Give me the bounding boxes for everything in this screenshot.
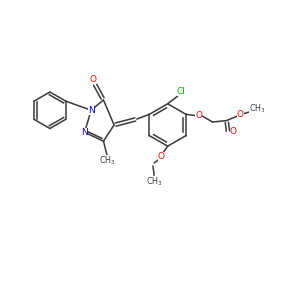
Text: O: O [230, 127, 237, 136]
Text: Cl: Cl [177, 87, 186, 96]
Text: N: N [88, 106, 94, 115]
Text: O: O [237, 110, 244, 119]
Text: N: N [81, 128, 87, 137]
Text: O: O [158, 152, 165, 161]
Text: CH$_3$: CH$_3$ [146, 176, 163, 188]
Text: CH$_3$: CH$_3$ [100, 154, 116, 167]
Text: O: O [90, 75, 97, 84]
Text: O: O [195, 111, 202, 120]
Text: CH$_3$: CH$_3$ [249, 103, 266, 115]
